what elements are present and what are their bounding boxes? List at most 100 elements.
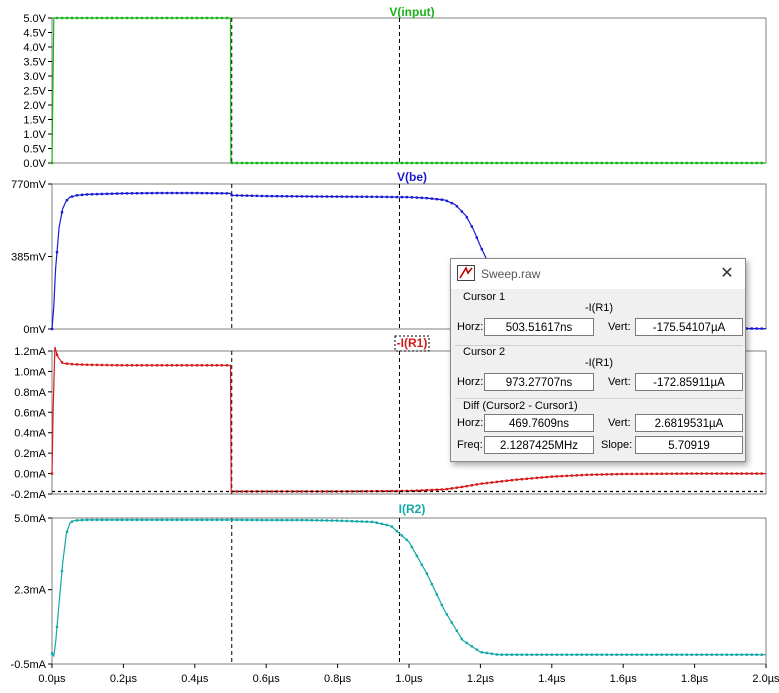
trace-point-vinput — [485, 161, 489, 165]
trace-point-ir2 — [720, 653, 723, 656]
trace-point-ir2 — [135, 518, 139, 522]
trace-point-vinput — [740, 161, 743, 165]
trace-point-vinput — [435, 161, 439, 165]
trace-point-vinput — [745, 161, 748, 165]
trace-point-ir2 — [700, 653, 703, 656]
trace-title-vinput[interactable]: V(input) — [389, 5, 434, 19]
trace-point-vinput — [265, 161, 269, 165]
cursor-dialog[interactable]: Sweep.raw ✕ Cursor 1 -I(R1) Horz: 503.51… — [450, 258, 746, 462]
trace-title-ir1[interactable]: -I(R1) — [397, 336, 428, 350]
trace-point-ir1 — [675, 472, 678, 475]
trace-point-vbe — [340, 195, 344, 198]
trace-point-vbe — [65, 198, 69, 202]
trace-point-ir2 — [130, 518, 134, 522]
trace-point-ir1 — [115, 364, 119, 367]
y-tick-label: 0.0mA — [14, 469, 46, 481]
trace-point-vinput — [140, 16, 144, 20]
trace-point-vinput — [155, 16, 159, 20]
trace-point-ir1 — [380, 489, 384, 493]
freq-field[interactable]: 2.1287425MHz — [484, 436, 594, 454]
cursor1-vert-field[interactable]: -175.54107µA — [635, 318, 743, 336]
trace-point-vinput — [445, 161, 449, 165]
trace-point-vinput — [360, 161, 364, 165]
trace-point-ir1 — [155, 364, 159, 367]
trace-point-ir1 — [565, 474, 568, 478]
diff-horz-field[interactable]: 469.7609ns — [484, 414, 594, 432]
trace-point-vinput — [625, 161, 628, 165]
trace-point-ir2 — [540, 653, 544, 656]
trace-point-vinput — [680, 161, 683, 165]
trace-point-vinput — [510, 161, 514, 165]
trace-point-ir1 — [190, 364, 194, 367]
trace-point-vinput — [650, 161, 653, 165]
trace-point-vbe — [290, 195, 294, 198]
trace-point-vbe — [750, 327, 753, 330]
trace-point-vinput — [590, 161, 593, 165]
trace-title-ir2[interactable]: I(R2) — [399, 502, 426, 516]
dialog-titlebar[interactable]: Sweep.raw ✕ — [451, 259, 745, 289]
trace-point-vinput — [460, 161, 464, 165]
trace-point-ir1 — [60, 361, 64, 364]
trace-point-ir2 — [200, 518, 204, 522]
trace-point-ir2 — [270, 518, 274, 522]
trace-point-vbe — [135, 192, 139, 195]
trace-point-vinput — [170, 16, 174, 20]
trace-point-ir2 — [715, 653, 718, 656]
trace-point-vinput — [270, 161, 274, 165]
y-tick-label: 4.0V — [23, 42, 46, 54]
x-tick-label: 1.0µs — [395, 673, 423, 685]
y-tick-label: 2.0V — [23, 100, 46, 112]
trace-point-ir1 — [140, 364, 144, 367]
trace-point-ir1 — [420, 489, 424, 492]
trace-point-ir1 — [390, 489, 394, 493]
trace-point-ir2 — [95, 518, 99, 522]
trace-point-vinput — [340, 161, 344, 165]
trace-point-vinput — [690, 161, 693, 165]
trace-point-ir2 — [180, 518, 184, 522]
trace-point-ir2 — [725, 653, 728, 656]
trace-point-vinput — [465, 161, 469, 165]
trace-point-ir2 — [175, 518, 179, 522]
trace-title-vbe[interactable]: V(be) — [397, 170, 427, 184]
trace-point-vbe — [215, 192, 219, 195]
trace-point-ir2 — [745, 653, 748, 656]
trace-point-vbe — [285, 195, 289, 198]
trace-point-ir2 — [55, 625, 59, 629]
trace-point-ir1 — [755, 472, 758, 475]
trace-point-ir2 — [245, 518, 249, 522]
trace-point-ir1 — [720, 472, 723, 475]
cursor1-group: Cursor 1 -I(R1) Horz: 503.51617ns Vert: … — [455, 291, 743, 345]
trace-point-ir1 — [410, 489, 414, 493]
diff-vert-field[interactable]: 2.6819531µA — [635, 414, 743, 432]
trace-point-vbe — [250, 194, 254, 197]
close-icon[interactable]: ✕ — [720, 265, 734, 282]
trace-point-ir2 — [325, 519, 329, 522]
trace-point-ir1 — [330, 490, 334, 493]
trace-point-ir1 — [560, 474, 563, 478]
trace-point-ir2 — [145, 518, 149, 522]
trace-point-ir1 — [210, 364, 214, 367]
trace-point-ir1 — [225, 364, 229, 367]
trace-point-ir2 — [605, 653, 608, 656]
trace-point-ir1 — [750, 472, 753, 475]
trace-point-ir1 — [685, 472, 688, 475]
trace-point-vinput — [645, 161, 648, 165]
trace-point-ir1 — [265, 490, 269, 493]
trace-point-ir2 — [450, 621, 454, 624]
cursor2-horz-field[interactable]: 973.27707ns — [484, 373, 594, 391]
trace-point-ir1 — [135, 364, 139, 367]
trace-point-ir2 — [160, 518, 164, 522]
trace-point-ir1 — [360, 490, 364, 493]
trace-point-ir2 — [165, 518, 169, 522]
trace-point-ir2 — [460, 637, 464, 641]
trace-point-ir2 — [415, 554, 419, 558]
trace-point-ir1 — [695, 472, 698, 475]
trace-point-vinput — [220, 16, 224, 20]
trace-point-vinput — [405, 161, 409, 165]
trace-point-vinput — [725, 161, 728, 165]
slope-field[interactable]: 5.70919 — [635, 436, 743, 454]
trace-point-vinput — [425, 161, 429, 165]
cursor1-horz-field[interactable]: 503.51617ns — [484, 318, 594, 336]
cursor2-vert-field[interactable]: -172.85911µA — [635, 373, 743, 391]
trace-point-ir2 — [500, 653, 504, 656]
